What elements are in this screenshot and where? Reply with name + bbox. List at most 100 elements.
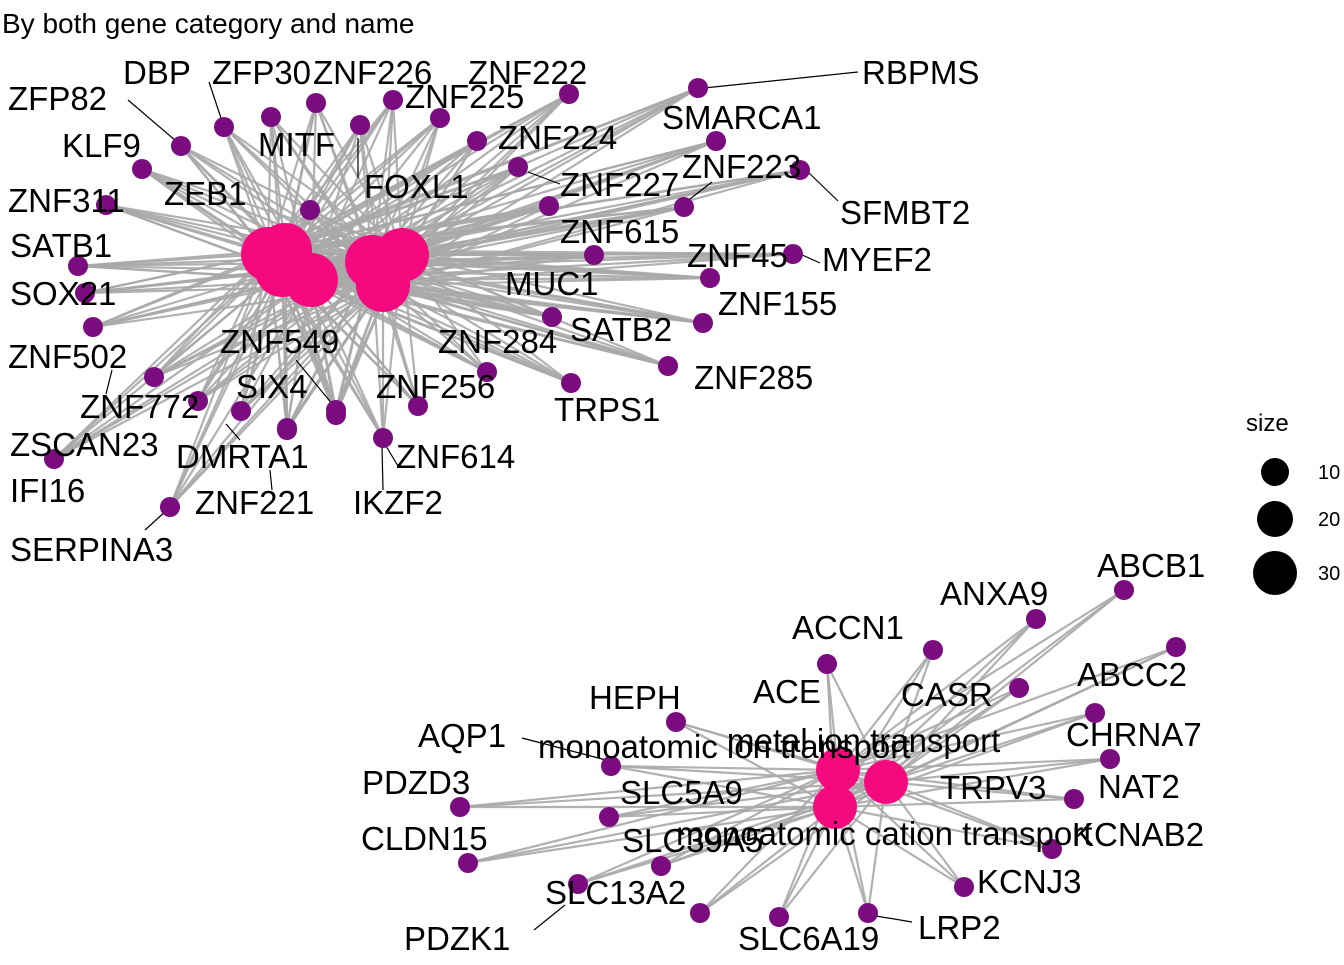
gene-label: ANXA9 (940, 575, 1048, 612)
label-leader (381, 445, 384, 491)
legend-size-key (1261, 458, 1289, 486)
gene-label: MYEF2 (822, 241, 932, 278)
gene-node (706, 131, 726, 151)
gene-label: SLC13A2 (545, 874, 686, 911)
gene-node (44, 449, 64, 469)
gene-node (477, 362, 497, 382)
gene-node (1026, 609, 1046, 629)
gene-node (188, 391, 208, 411)
gene-label: ZNF549 (220, 323, 339, 360)
gene-label: IKZF2 (353, 484, 443, 521)
edge (885, 780, 1053, 851)
gene-node (1100, 749, 1120, 769)
edge (267, 252, 704, 325)
label-leader (799, 253, 821, 264)
gene-node (1009, 678, 1029, 698)
category-node (816, 748, 860, 792)
edge (240, 284, 384, 412)
gene-node (690, 903, 710, 923)
gene-label: ZEB1 (164, 175, 247, 212)
edge (401, 254, 572, 384)
gene-node (277, 418, 297, 438)
edge (53, 249, 286, 460)
gene-node (508, 157, 528, 177)
gene-node (373, 428, 393, 448)
edge (382, 283, 704, 325)
edge (401, 253, 711, 280)
gene-label: ABCC2 (1077, 656, 1187, 693)
label-leader (807, 171, 839, 202)
gene-label: KCNJ3 (977, 863, 1082, 900)
plot-title: By both gene category and name (2, 8, 415, 39)
edge (284, 204, 550, 252)
gene-label: LRP2 (918, 909, 1001, 946)
edge (610, 764, 839, 772)
edge (885, 780, 1075, 801)
gene-label: SIX4 (236, 368, 308, 405)
label-leader (105, 369, 113, 395)
gene-node (96, 195, 116, 215)
gene-label: ZNF45 (687, 237, 788, 274)
gene-node (68, 256, 88, 276)
gene-node (783, 244, 803, 264)
label-leader (385, 445, 399, 467)
edge (169, 279, 312, 508)
gene-label: ZNF227 (560, 166, 679, 203)
gene-node (160, 497, 180, 517)
category-label: metal ion transport (727, 722, 1000, 759)
gene-node (599, 807, 619, 827)
gene-label: CASR (901, 676, 993, 713)
edge (401, 253, 704, 325)
edge (168, 253, 270, 508)
gene-node (383, 90, 403, 110)
gene-label: DBP (123, 54, 191, 91)
gene-label: MITF (258, 126, 335, 163)
gene-label: ZFP82 (8, 80, 107, 117)
gene-node (700, 268, 720, 288)
category-node (813, 785, 857, 829)
gene-node (306, 93, 326, 113)
edge (382, 276, 711, 287)
legend-size-key (1257, 501, 1293, 537)
gene-label: SATB1 (10, 227, 112, 264)
edge (837, 686, 1020, 772)
edge (467, 768, 839, 865)
gene-node (954, 877, 974, 897)
gene-label: ZNF155 (718, 285, 837, 322)
gene-node (458, 853, 478, 873)
size-legend: size 10 20 30 (1246, 410, 1340, 595)
gene-node (561, 373, 581, 393)
gene-label: SLC39A5 (622, 822, 763, 859)
gene-node (1114, 580, 1134, 600)
label-leader (533, 904, 566, 931)
gene-node (651, 856, 671, 876)
gene-node (430, 108, 450, 128)
gene-node (300, 200, 320, 220)
gene-label: SERPINA3 (10, 531, 173, 568)
gene-label: NAT2 (1098, 768, 1180, 805)
label-leader (875, 915, 913, 923)
edge (699, 806, 836, 914)
gene-label: ZNF285 (694, 359, 813, 396)
edge (92, 268, 283, 329)
category-node (864, 760, 908, 804)
gene-label: ZNF223 (682, 148, 801, 185)
edge (284, 86, 699, 252)
gene-label: ABCB1 (1097, 547, 1205, 584)
gene-node (326, 400, 346, 420)
gene-node (559, 84, 579, 104)
edge (401, 168, 801, 257)
gene-node (601, 756, 621, 776)
gene-node (408, 396, 428, 416)
legend-label: 10 (1318, 462, 1340, 484)
edge (309, 279, 385, 439)
gene-node (1166, 637, 1186, 657)
label-leader (295, 359, 334, 406)
edge (53, 269, 283, 460)
gene-label: ACE (753, 673, 821, 710)
gene-label: RBPMS (862, 54, 979, 91)
label-layer: ZFP82 KLF9 ZNF311 SATB1 SOX21 ZNF502 ZNF772ZSC… (8, 54, 1205, 957)
gene-node (231, 401, 251, 421)
edge (778, 781, 887, 918)
